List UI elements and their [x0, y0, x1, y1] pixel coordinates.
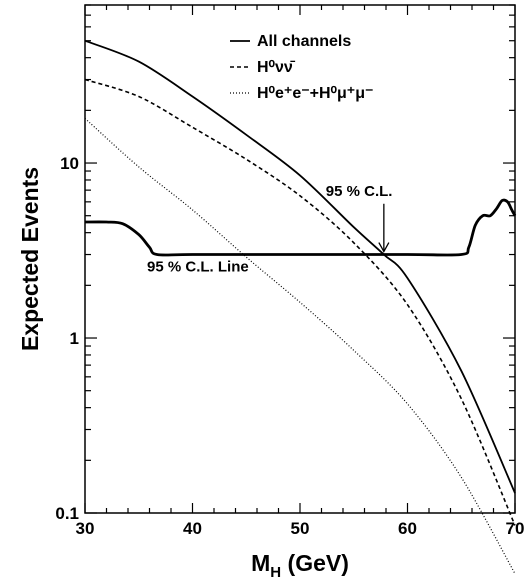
legend-label-0: All channels — [257, 33, 351, 50]
annotation-1: 95 % C.L. — [326, 183, 393, 200]
x-tick-label: 50 — [291, 519, 310, 538]
annotations: 95 % C.L. Line 95 % C.L. — [147, 183, 392, 276]
y-tick-label: 1 — [70, 329, 79, 348]
tick-labels: 30 40 50 60 70 0.1 1 10 — [55, 154, 524, 538]
x-tick-label: 30 — [76, 519, 95, 538]
series-layer — [84, 39, 517, 574]
series-line-1 — [84, 78, 516, 526]
legend-label-2: H⁰e⁺e⁻+H⁰μ⁺μ⁻ — [257, 85, 373, 102]
x-axis-title-unit: (GeV) — [281, 550, 349, 576]
x-axis-title-subscript: H — [270, 564, 281, 581]
x-axis-title: MH (GeV) — [251, 550, 349, 581]
series-line-3 — [84, 198, 517, 257]
legend: All channels H⁰νν̄ H⁰e⁺e⁻+H⁰μ⁺μ⁻ — [230, 33, 373, 102]
x-axis-title-main: M — [251, 550, 270, 576]
series-line-0 — [84, 39, 516, 494]
y-tick-label: 10 — [60, 154, 79, 173]
y-axis-title: Expected Events — [17, 167, 43, 351]
annotation-arrow-head — [378, 242, 390, 253]
annotation-0: 95 % C.L. Line — [147, 258, 249, 275]
legend-label-1: H⁰νν̄ — [257, 59, 296, 76]
x-tick-label: 70 — [506, 519, 525, 538]
y-tick-label: 0.1 — [55, 504, 79, 523]
x-tick-label: 40 — [183, 519, 202, 538]
x-tick-label: 60 — [398, 519, 417, 538]
series-line-2 — [84, 117, 516, 574]
